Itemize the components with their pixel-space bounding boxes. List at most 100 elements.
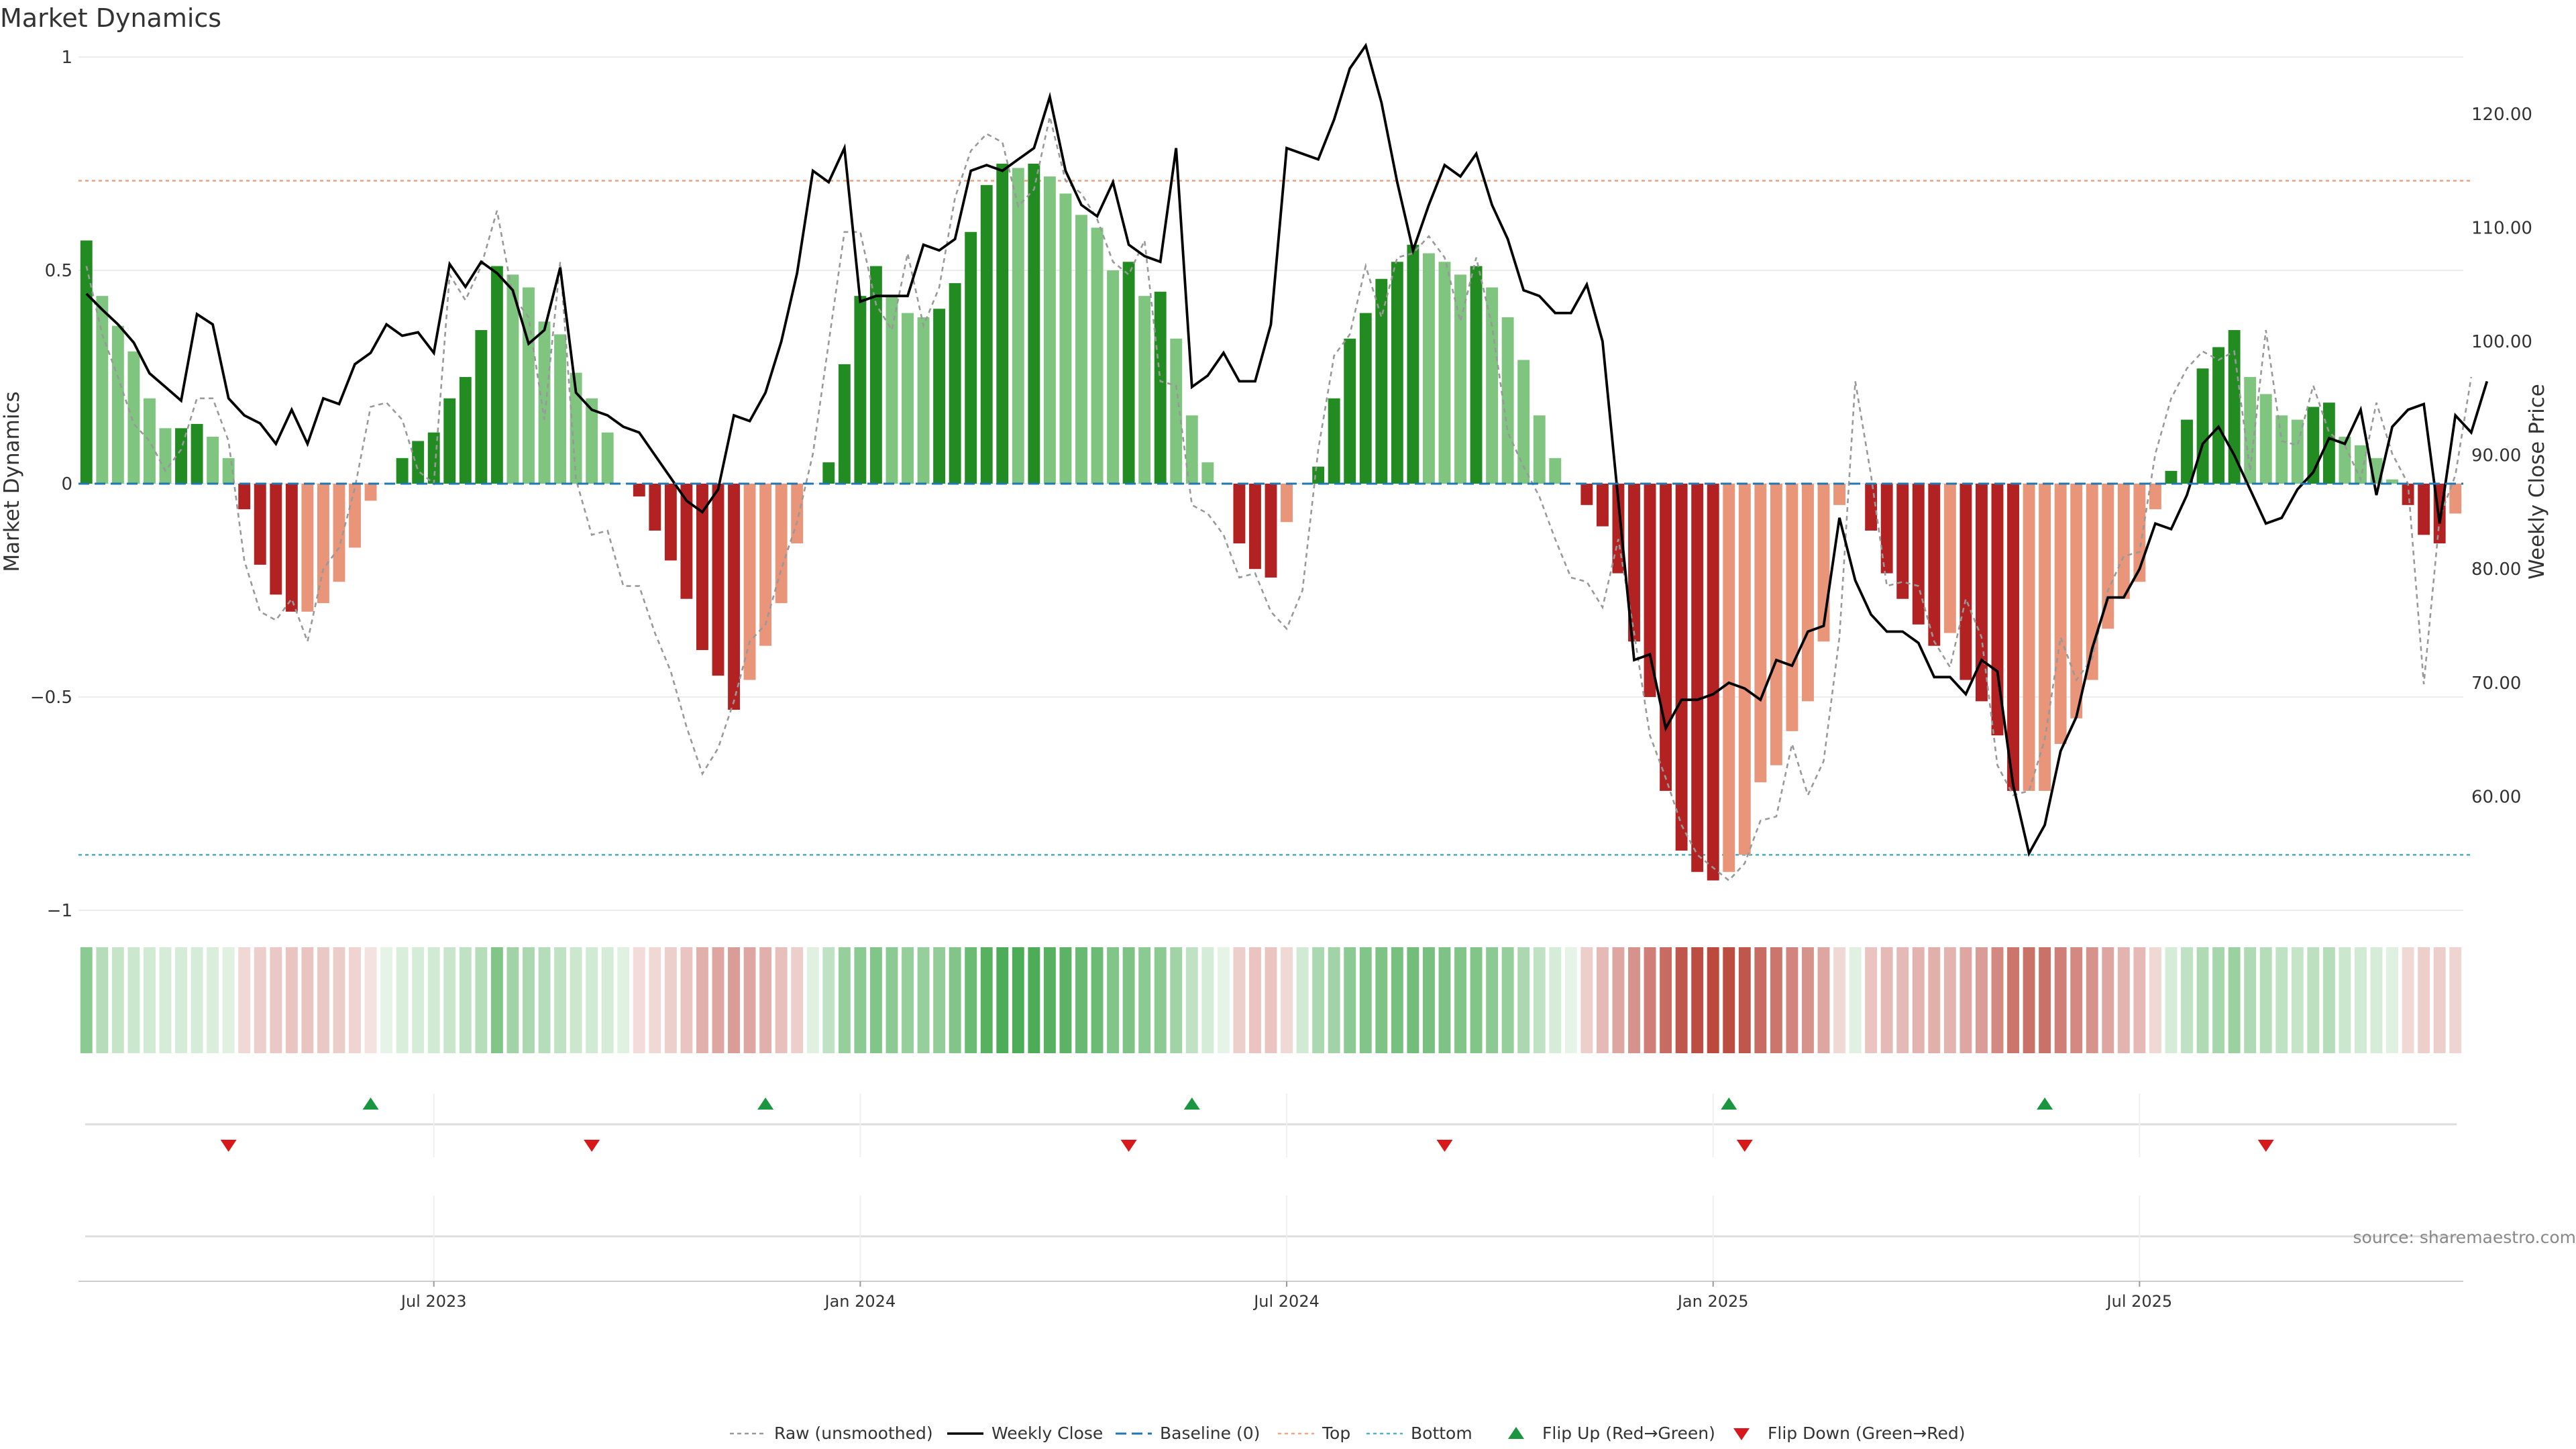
dynamics-bar	[317, 484, 329, 604]
strip-cell	[270, 947, 282, 1053]
strip-cell	[1896, 947, 1909, 1053]
dynamics-bar	[1407, 244, 1419, 484]
reference-lines	[78, 180, 2473, 856]
flip-down-marker	[2257, 1140, 2274, 1152]
strip-cell	[301, 947, 314, 1053]
strip-cell	[806, 947, 819, 1053]
strip-cell	[2086, 947, 2098, 1053]
strip-cell	[1564, 947, 1577, 1053]
x-tick-label: Jan 2025	[1676, 1292, 1749, 1311]
dynamics-bar	[1928, 484, 1941, 646]
strip-cell	[364, 947, 377, 1053]
dynamics-bar	[664, 484, 677, 561]
legend-item: Flip Up (Red→Green)	[1508, 1424, 1715, 1443]
strip-cell	[601, 947, 614, 1053]
dynamics-bar	[649, 484, 661, 531]
dynamics-bar	[2244, 377, 2257, 484]
left-tick-label: 0	[61, 474, 72, 494]
dynamics-bar	[586, 398, 598, 484]
flip-down-marker	[1736, 1140, 1753, 1152]
strip-cell	[2212, 947, 2225, 1053]
strip-cell	[2244, 947, 2257, 1053]
dynamics-bar	[949, 283, 961, 484]
dynamics-bar	[996, 164, 1009, 484]
flip-up-marker	[1183, 1097, 1200, 1110]
dynamics-bar	[1675, 484, 1688, 851]
dynamics-bar	[111, 325, 124, 484]
flip-down-marker	[584, 1140, 600, 1152]
dynamics-bar	[728, 484, 740, 710]
right-tick-label: 70.00	[2471, 674, 2521, 694]
strip-cell	[1359, 947, 1372, 1053]
dynamics-bar	[490, 266, 503, 484]
strip-cell	[1454, 947, 1466, 1053]
dynamics-bar	[1549, 458, 1562, 484]
dynamics-bar	[838, 364, 851, 484]
dynamics-bar	[1470, 266, 1483, 484]
dynamics-bar	[1249, 484, 1261, 570]
strip-cell	[743, 947, 756, 1053]
strip-cell	[1644, 947, 1656, 1053]
flip-up-marker	[757, 1097, 774, 1110]
dynamics-bar	[775, 484, 788, 604]
strip-cell	[1628, 947, 1640, 1053]
dynamics-bar	[1960, 484, 1972, 680]
strip-cell	[791, 947, 804, 1053]
strip-cell	[728, 947, 740, 1053]
strip-cell	[1501, 947, 1514, 1053]
dynamics-bar	[1091, 227, 1104, 484]
dynamics-bar	[349, 484, 361, 548]
strip-cell	[2149, 947, 2161, 1053]
dynamics-bar	[1265, 484, 1277, 578]
strip-cell	[1059, 947, 1072, 1053]
dynamics-bar	[159, 428, 172, 484]
dynamics-bar	[1170, 338, 1183, 484]
strip-cell	[1533, 947, 1546, 1053]
dynamics-bar	[822, 462, 835, 484]
dynamics-bar	[1738, 484, 1751, 855]
chart-legend: Raw (unsmoothed) Weekly Close Baseline (0)…	[730, 1424, 1966, 1443]
strip-cell	[902, 947, 914, 1053]
strip-cell	[917, 947, 930, 1053]
strip-cell	[1185, 947, 1198, 1053]
dynamics-bar	[1770, 484, 1782, 765]
right-tick-label: 100.00	[2471, 332, 2532, 352]
chart-title: Market Dynamics	[0, 3, 221, 33]
left-tick-label: −0.5	[30, 688, 72, 708]
dynamics-bar	[254, 484, 266, 565]
dynamics-bar	[333, 484, 345, 582]
strip-cell	[2370, 947, 2383, 1053]
strip-cell	[80, 947, 93, 1053]
dynamics-bar	[1359, 313, 1372, 484]
dynamics-bar	[2181, 419, 2193, 484]
strip-cell	[207, 947, 219, 1053]
dynamics-bar	[1754, 484, 1767, 783]
strip-cell	[2054, 947, 2067, 1053]
strip-cell	[2402, 947, 2414, 1053]
strip-cell	[2259, 947, 2272, 1053]
dynamics-bar	[1501, 317, 1514, 484]
strip-cell	[1265, 947, 1277, 1053]
strip-cell	[1012, 947, 1024, 1053]
dynamics-bar	[1865, 484, 1878, 531]
dynamics-bar	[1138, 296, 1151, 484]
strip-cell	[506, 947, 519, 1053]
strip-cell	[2023, 947, 2035, 1053]
strip-cell	[1517, 947, 1530, 1053]
strip-cell	[1660, 947, 1672, 1053]
strip-cell	[1833, 947, 1845, 1053]
strip-cell	[854, 947, 867, 1053]
dynamics-bar	[680, 484, 693, 599]
strip-cell	[1344, 947, 1356, 1053]
dynamics-bar	[2070, 484, 2083, 718]
right-tick-label: 60.00	[2471, 787, 2521, 807]
strip-cell	[143, 947, 156, 1053]
dynamics-bar	[2196, 368, 2209, 484]
strip-cell	[1549, 947, 1562, 1053]
dynamics-bar	[1707, 484, 1719, 881]
strip-cell	[1802, 947, 1814, 1053]
dynamics-bar	[712, 484, 724, 676]
raw-series-line	[85, 116, 2473, 882]
strip-cell	[285, 947, 298, 1053]
